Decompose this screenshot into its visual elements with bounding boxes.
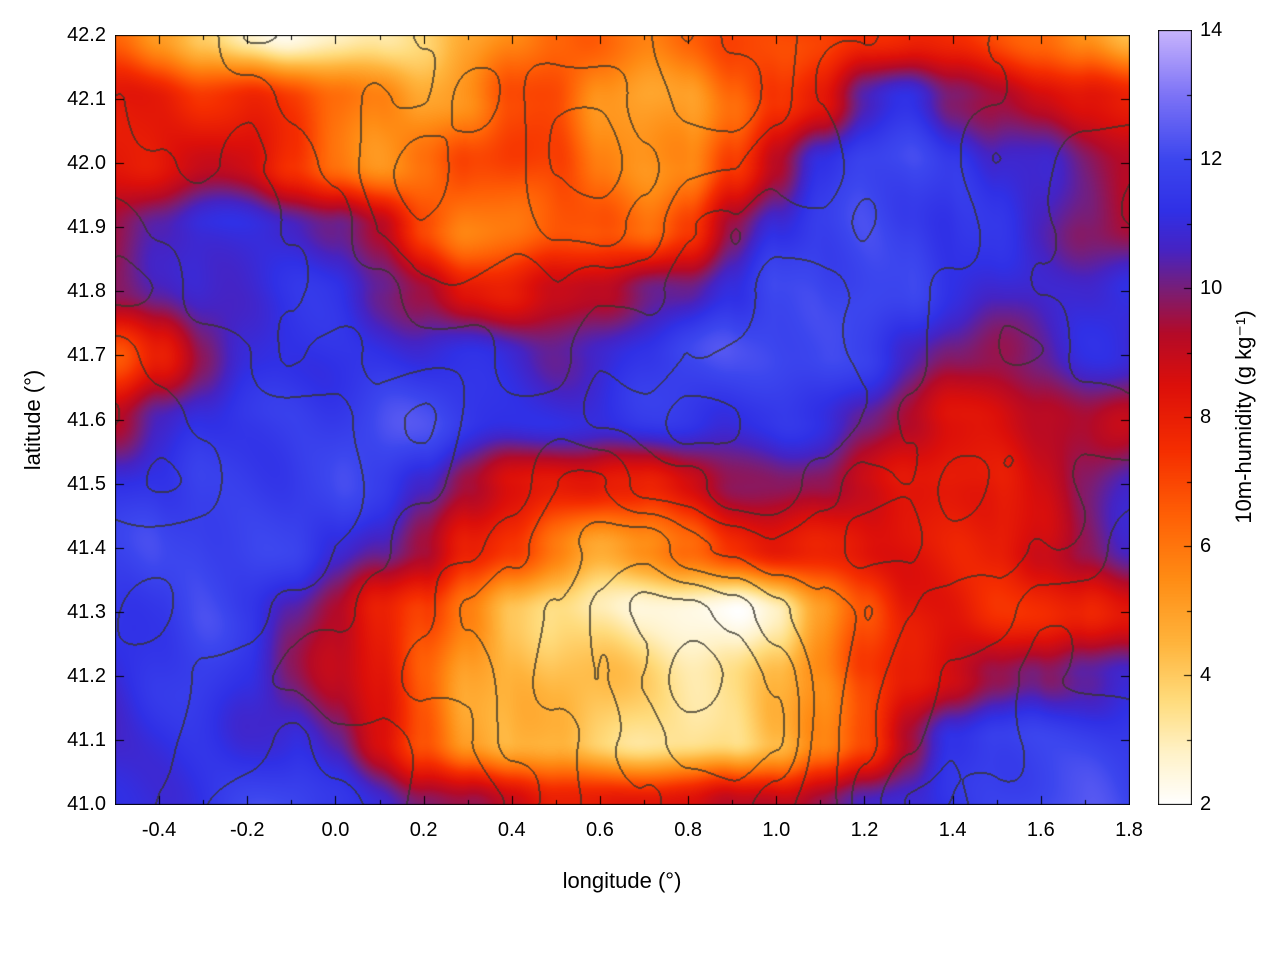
colorbar-tick-label: 8 [1200, 406, 1212, 428]
y-tick-label: 41.7 [67, 344, 106, 367]
y-tick-label: 42.2 [67, 24, 106, 46]
y-tick-label: 41.8 [67, 280, 106, 303]
x-tick-label: 1.8 [1115, 819, 1143, 841]
x-tick-label: 1.6 [1026, 819, 1055, 841]
x-tick-label: 1.2 [850, 819, 879, 841]
y-tick-label: 41.5 [67, 472, 106, 495]
y-tick-label: 41.3 [67, 600, 106, 623]
y-tick-label: 41.6 [67, 408, 106, 431]
y-tick-label: 41.0 [67, 793, 106, 815]
colorbar-tick-label: 4 [1200, 664, 1212, 686]
colorbar-label: 10m-humidity (g kg⁻¹) [1231, 310, 1256, 524]
y-tick-label: 42.1 [67, 88, 106, 111]
y-tick-label: 41.1 [67, 728, 106, 751]
colorbar-tick-label: 10 [1200, 277, 1223, 299]
x-tick-label: 0.2 [409, 819, 438, 841]
y-tick-label: 41.4 [67, 536, 106, 559]
x-tick-label: 0.4 [497, 819, 526, 841]
x-tick-label: -0.4 [141, 819, 177, 841]
y-tick-label: 41.2 [67, 664, 106, 687]
x-tick-label: 1.4 [938, 819, 967, 841]
colorbar-tick-label: 14 [1200, 19, 1223, 41]
x-tick-label: -0.2 [230, 819, 265, 841]
x-axis-label: longitude (°) [562, 868, 682, 893]
x-tick-label: 0.8 [674, 819, 703, 841]
y-tick-label: 41.9 [67, 216, 106, 239]
colorbar-tick-label: 12 [1200, 148, 1223, 170]
x-tick-label: 1.0 [762, 819, 791, 841]
colorbar-canvas [1158, 30, 1192, 805]
colorbar-tick-label: 2 [1200, 793, 1212, 815]
heatmap-plot-canvas [115, 35, 1130, 805]
y-tick-label: 42.0 [67, 152, 106, 175]
x-tick-label: 0.0 [321, 819, 350, 841]
x-tick-label: 0.6 [586, 819, 614, 841]
colorbar-tick-label: 6 [1200, 535, 1212, 557]
